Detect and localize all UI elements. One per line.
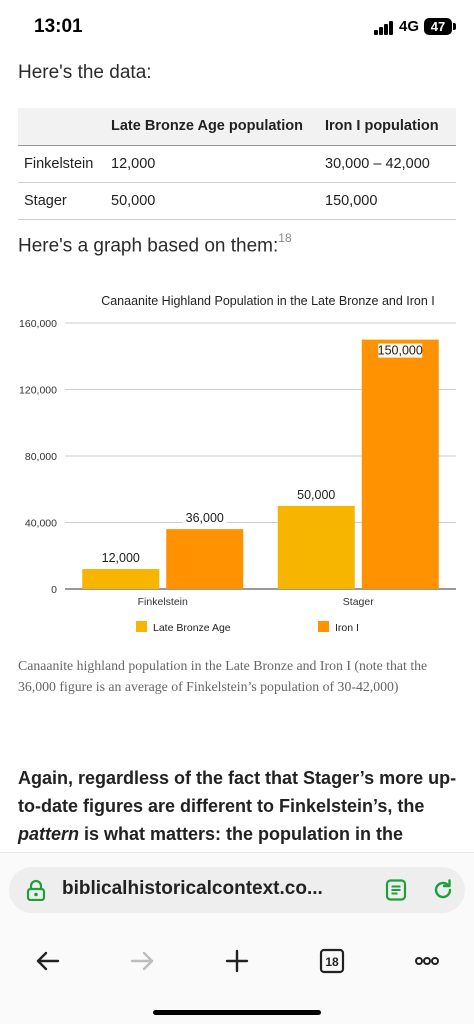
table-header-cell: [18, 108, 105, 146]
graph-heading: Here's a graph based on them:18: [18, 231, 292, 257]
legend-label: Late Bronze Age: [153, 622, 231, 634]
chart-title: Canaanite Highland Population in the Lat…: [101, 294, 435, 308]
data-label-bg: [182, 511, 227, 526]
bar: [82, 569, 160, 589]
network-label: 4G: [399, 18, 420, 35]
y-tick-label: 120,000: [19, 385, 57, 397]
body-paragraph: Again, regardless of the fact that Stage…: [18, 764, 458, 848]
data-label-bg: [294, 487, 339, 502]
table-cell: Finkelstein: [18, 145, 105, 183]
home-indicator: [153, 1010, 321, 1015]
data-heading: Here's the data:: [18, 62, 152, 83]
battery-level: 47: [430, 19, 446, 34]
address-bar[interactable]: [9, 867, 465, 913]
battery-nub: [453, 23, 456, 30]
x-tick-label: Finkelstein: [138, 596, 188, 608]
table-cell: 150,000: [319, 182, 456, 220]
data-label-bg: [378, 343, 423, 358]
chart-caption: Canaanite highland population in the Lat…: [18, 658, 428, 694]
body-text: is what matters: the population in the: [79, 824, 404, 844]
bar: [361, 339, 439, 589]
body-text: Again, regardless of the fact that Stage…: [18, 768, 457, 816]
y-tick-label: 160,000: [19, 318, 57, 330]
population-table: Late Bronze Age population Iron I popula…: [18, 108, 456, 220]
new-tab-plus-icon[interactable]: [217, 945, 257, 977]
status-bar: 13:01 4G 47: [0, 0, 474, 52]
table-cell: 30,000 – 42,000: [319, 145, 456, 183]
reload-icon[interactable]: [431, 878, 455, 902]
status-time: 13:01: [34, 16, 83, 37]
table-header-row: Late Bronze Age population Iron I popula…: [18, 108, 456, 146]
back-arrow-icon[interactable]: [28, 945, 68, 977]
table-cell: Stager: [18, 182, 105, 220]
table-header-cell: Iron I population: [319, 108, 456, 146]
data-label: 50,000: [297, 488, 335, 502]
population-chart: Canaanite Highland Population in the Lat…: [19, 294, 456, 634]
table-row: Stager 50,000 150,000: [18, 182, 456, 220]
reader-mode-icon[interactable]: [385, 879, 407, 901]
legend-swatch: [318, 621, 329, 632]
legend-swatch: [136, 621, 147, 632]
url-text[interactable]: biblicalhistoricalcontext.co...: [62, 878, 323, 899]
more-options-icon[interactable]: [407, 945, 447, 977]
graph-heading-text: Here's a graph based on them:: [18, 235, 279, 257]
lock-icon: [26, 879, 46, 901]
y-tick-label: 40,000: [25, 518, 57, 530]
bar: [166, 529, 244, 589]
legend-label: Iron I: [335, 622, 359, 634]
data-label: 12,000: [102, 551, 140, 565]
x-tick-label: Stager: [343, 596, 374, 608]
data-label-bg: [98, 551, 143, 566]
data-label: 150,000: [378, 344, 423, 358]
data-label: 36,000: [186, 511, 224, 525]
table-cell: 12,000: [105, 145, 319, 183]
body-emphasis: pattern: [18, 824, 80, 844]
y-tick-label: 0: [51, 584, 57, 596]
y-tick-label: 80,000: [25, 451, 57, 463]
tab-count: 18: [325, 955, 339, 969]
battery-icon: 47: [424, 18, 452, 35]
bar: [277, 505, 355, 589]
footnote-link[interactable]: 18: [278, 231, 292, 245]
tabs-button[interactable]: 18: [312, 945, 352, 977]
signal-icon: [374, 21, 394, 35]
table-cell: 50,000: [105, 182, 319, 220]
forward-arrow-icon[interactable]: [122, 945, 162, 977]
table-row: Finkelstein 12,000 30,000 – 42,000: [18, 145, 456, 183]
table-header-cell: Late Bronze Age population: [105, 108, 319, 146]
